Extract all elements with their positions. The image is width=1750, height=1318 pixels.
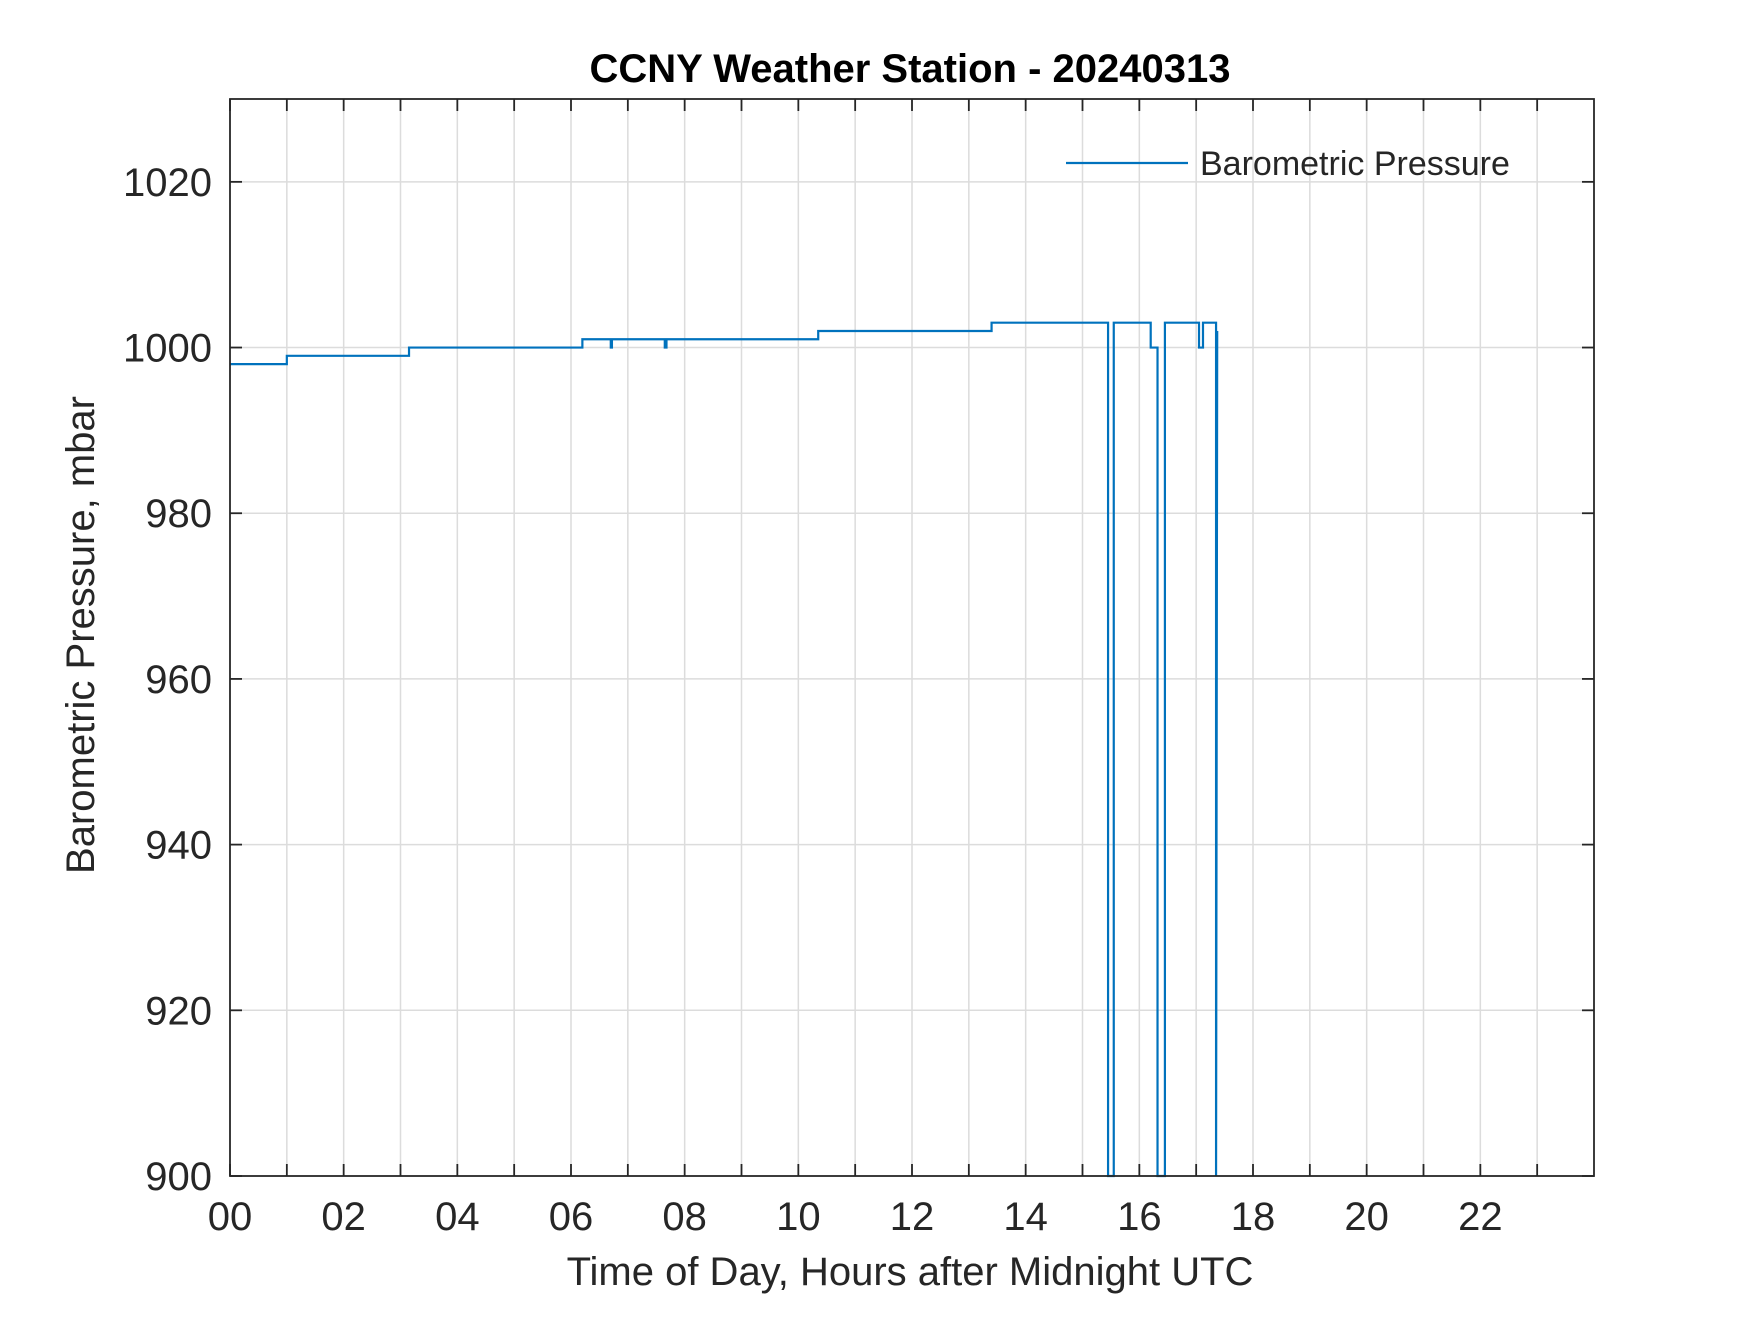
chart-title: CCNY Weather Station - 20240313 (590, 47, 1231, 91)
x-tick-label: 20 (1344, 1195, 1389, 1239)
x-tick-label: 10 (776, 1195, 821, 1239)
series-line-barometric-pressure (230, 321, 1219, 1178)
x-tick-label: 16 (1117, 1195, 1162, 1239)
x-axis-label: Time of Day, Hours after Midnight UTC (567, 1250, 1254, 1294)
y-tick-label: 940 (145, 824, 212, 868)
y-tick-label: 1000 (123, 327, 212, 371)
y-tick-label: 900 (145, 1155, 212, 1199)
x-tick-label: 06 (549, 1195, 594, 1239)
x-tick-label: 08 (662, 1195, 707, 1239)
y-axis-label: Barometric Pressure, mbar (59, 396, 103, 874)
x-tick-label: 14 (1003, 1195, 1048, 1239)
x-tick-label: 18 (1231, 1195, 1276, 1239)
y-tick-label: 920 (145, 989, 212, 1033)
y-tick-label: 980 (145, 492, 212, 536)
y-tick-label: 1020 (123, 161, 212, 205)
grid-layer (230, 99, 1594, 1176)
x-tick-label: 12 (890, 1195, 935, 1239)
legend-label-barometric-pressure: Barometric Pressure (1200, 145, 1510, 183)
x-tick-label: 04 (435, 1195, 480, 1239)
x-tick-label: 02 (321, 1195, 366, 1239)
y-tick-label: 960 (145, 658, 212, 702)
axes-layer: 00 02 04 06 08 10 12 14 16 18 20 22 900 920 940 960 980 1… (123, 98, 1595, 1239)
x-tick-label: 00 (208, 1195, 253, 1239)
series-layer (230, 321, 1219, 1178)
legend: Barometric Pressure (1066, 145, 1510, 183)
x-tick-label: 22 (1458, 1195, 1503, 1239)
